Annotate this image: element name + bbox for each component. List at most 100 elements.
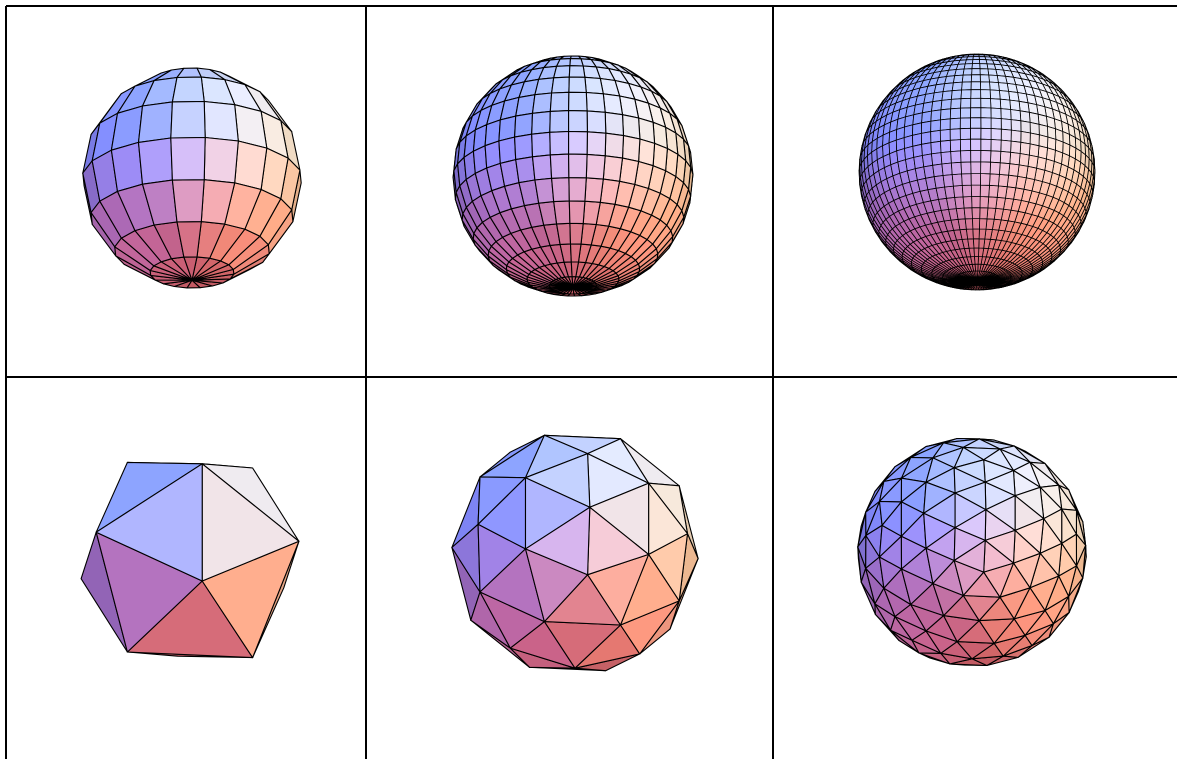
mesh-face	[569, 243, 582, 263]
mesh-face	[976, 276, 978, 283]
mesh-face	[1028, 143, 1040, 158]
mesh-face	[990, 98, 1002, 109]
mesh-face	[940, 139, 952, 154]
mesh-face	[949, 128, 961, 141]
mesh-face	[970, 81, 981, 91]
mesh-face	[980, 107, 992, 119]
mesh-face	[568, 130, 588, 155]
mesh-face	[980, 89, 991, 99]
mesh-face	[568, 91, 588, 112]
mesh-face	[137, 137, 173, 185]
mesh-face	[979, 63, 989, 70]
mesh-face	[971, 207, 981, 220]
mesh-face	[568, 177, 587, 202]
mesh-face	[960, 150, 972, 163]
mesh-face	[962, 68, 973, 76]
mesh-face	[584, 177, 604, 203]
mesh-face	[942, 82, 954, 92]
mesh-face	[1000, 139, 1012, 153]
mesh-face	[990, 128, 1002, 141]
mesh-face	[972, 228, 980, 240]
mesh-face	[941, 90, 953, 101]
mesh-face	[137, 101, 173, 143]
mesh-face	[621, 135, 641, 163]
mesh-face	[584, 76, 604, 95]
mesh-face	[978, 247, 985, 258]
mesh-face	[940, 108, 952, 121]
mesh-face	[980, 81, 991, 91]
mesh-face	[170, 100, 206, 139]
mesh-face	[978, 228, 987, 240]
mesh-face	[970, 97, 982, 109]
mesh-face	[515, 156, 536, 184]
mesh-face	[970, 150, 982, 163]
mesh-face	[979, 74, 990, 83]
mesh-face	[171, 76, 205, 103]
mesh-face	[1000, 128, 1012, 142]
mesh-face	[980, 127, 992, 140]
mesh-face	[963, 63, 973, 70]
mesh-face	[971, 63, 981, 70]
mesh-face	[979, 68, 990, 76]
mesh-face	[553, 65, 571, 79]
mesh-face	[951, 173, 963, 187]
mesh-face	[531, 110, 551, 135]
mesh-face	[549, 153, 570, 179]
mesh-face	[973, 247, 980, 257]
mesh-face	[586, 131, 607, 157]
mesh-face	[990, 150, 1002, 164]
mesh-face	[953, 539, 986, 573]
mesh-face	[1008, 163, 1020, 177]
mesh-face	[980, 138, 992, 152]
mesh-face	[95, 463, 203, 582]
mesh-face	[551, 177, 570, 203]
mesh-face	[955, 207, 966, 220]
mesh-face	[964, 218, 974, 230]
mesh-face	[944, 185, 956, 199]
mesh-face	[990, 139, 1002, 152]
sphere-geodesic-sphere-row-2	[451, 434, 699, 672]
sphere-uv-sphere-row-1	[82, 67, 302, 289]
mesh-face	[940, 99, 952, 111]
mesh-face	[974, 256, 979, 265]
mesh-face	[939, 128, 951, 142]
mesh-face	[990, 107, 1002, 119]
mesh-face	[989, 173, 1000, 187]
mesh-face	[568, 110, 588, 133]
mesh-face	[962, 196, 973, 209]
grid-lines	[5, 5, 1177, 759]
mesh-face	[604, 132, 625, 159]
mesh-face	[988, 74, 999, 83]
mesh-face	[234, 140, 268, 191]
mesh-face	[989, 89, 1001, 100]
mesh-face	[972, 59, 981, 64]
mesh-face	[568, 153, 588, 179]
mesh-face	[569, 222, 584, 245]
mesh-face	[998, 82, 1009, 92]
sphere-uv-sphere-row-3	[858, 53, 1096, 291]
mesh-face	[621, 114, 641, 140]
mesh-face	[970, 173, 981, 186]
mesh-face	[979, 196, 990, 209]
mesh-face	[171, 179, 205, 223]
mesh-face	[970, 107, 982, 119]
mesh-face	[534, 177, 555, 204]
mesh-face	[585, 91, 606, 113]
mesh-face	[970, 89, 982, 99]
mesh-face	[980, 161, 991, 175]
mesh-face	[970, 138, 982, 151]
mesh-face	[961, 81, 972, 91]
sphere-uv-sphere-row-2	[452, 55, 694, 297]
mesh-face	[568, 65, 586, 78]
mesh-face	[531, 131, 551, 158]
mesh-face	[930, 119, 941, 133]
mesh-face	[970, 117, 982, 129]
mesh-face	[203, 100, 239, 142]
mesh-face	[975, 270, 979, 278]
mesh-face	[989, 81, 1000, 91]
mesh-face	[980, 117, 992, 129]
mesh-face	[932, 163, 944, 178]
mesh-face	[960, 98, 972, 109]
mesh-face	[987, 68, 998, 76]
